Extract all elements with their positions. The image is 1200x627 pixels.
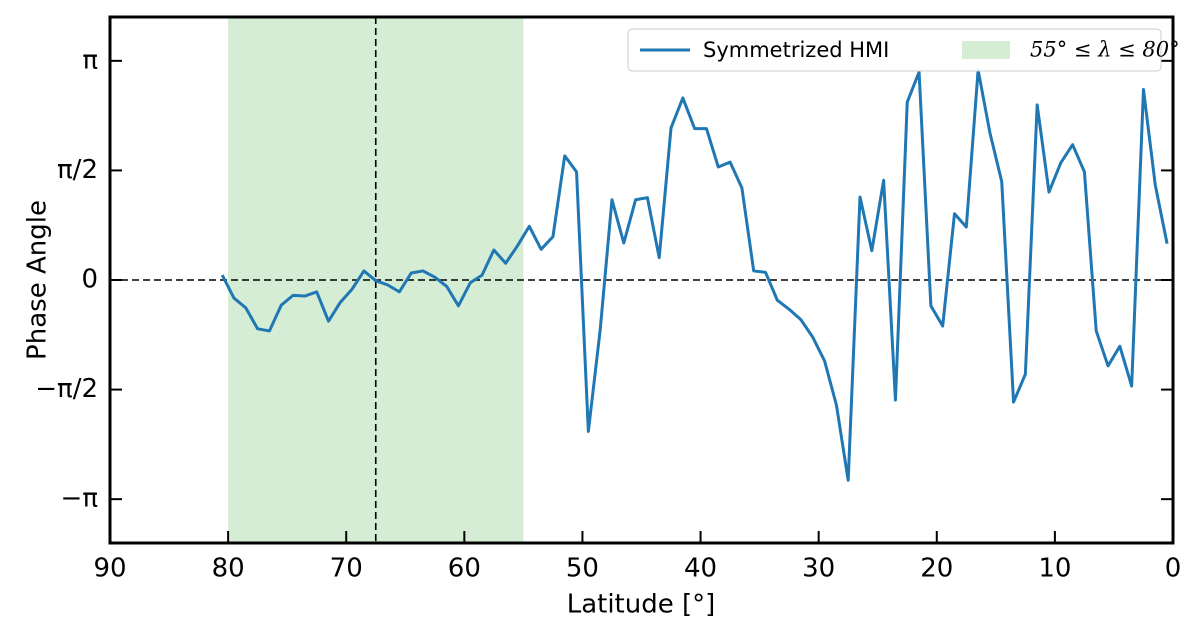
x-tick-label: 90 [93, 554, 126, 584]
legend-box [627, 28, 1162, 72]
legend-label: 55° ≤ λ ≤ 80° [1030, 38, 1180, 62]
y-tick-label: 0 [81, 265, 98, 295]
x-tick-label: 80 [212, 554, 245, 584]
x-tick-label: 10 [1038, 554, 1071, 584]
x-tick-label: 50 [566, 554, 599, 584]
x-axis-label: Latitude [°] [567, 590, 716, 620]
legend: Symmetrized HMI 55° ≤ λ ≤ 80° [627, 28, 1180, 72]
x-tick-label: 20 [920, 554, 953, 584]
y-tick-label: −π/2 [35, 374, 98, 404]
x-tick-label: 30 [802, 554, 835, 584]
x-tick-label: 0 [1165, 554, 1182, 584]
y-tick-label: π/2 [57, 155, 98, 185]
x-tick-label: 60 [448, 554, 481, 584]
x-tick-label: 70 [330, 554, 363, 584]
y-axis-label: Phase Angle [23, 200, 53, 360]
x-tick-label: 40 [684, 554, 717, 584]
data-line [220, 68, 1169, 482]
legend-label: Symmetrized HMI [703, 38, 889, 62]
y-tick-label: −π [61, 484, 98, 514]
legend-patch [962, 41, 1010, 59]
y-tick-label: π [82, 45, 98, 75]
